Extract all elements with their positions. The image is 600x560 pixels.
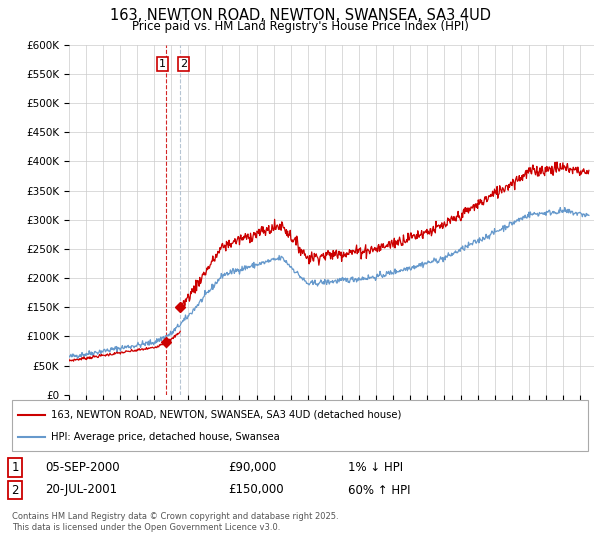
Text: 1: 1 [11, 461, 19, 474]
Text: Price paid vs. HM Land Registry's House Price Index (HPI): Price paid vs. HM Land Registry's House … [131, 20, 469, 32]
Text: £90,000: £90,000 [228, 461, 276, 474]
Text: 05-SEP-2000: 05-SEP-2000 [45, 461, 119, 474]
Text: 1: 1 [159, 59, 166, 69]
Text: Contains HM Land Registry data © Crown copyright and database right 2025.
This d: Contains HM Land Registry data © Crown c… [12, 512, 338, 532]
Text: 163, NEWTON ROAD, NEWTON, SWANSEA, SA3 4UD (detached house): 163, NEWTON ROAD, NEWTON, SWANSEA, SA3 4… [51, 409, 401, 419]
Text: HPI: Average price, detached house, Swansea: HPI: Average price, detached house, Swan… [51, 432, 280, 442]
Text: 1% ↓ HPI: 1% ↓ HPI [348, 461, 403, 474]
Text: 20-JUL-2001: 20-JUL-2001 [45, 483, 117, 497]
Text: 2: 2 [11, 483, 19, 497]
Text: 163, NEWTON ROAD, NEWTON, SWANSEA, SA3 4UD: 163, NEWTON ROAD, NEWTON, SWANSEA, SA3 4… [110, 8, 491, 24]
Text: 2: 2 [180, 59, 187, 69]
Text: 60% ↑ HPI: 60% ↑ HPI [348, 483, 410, 497]
Text: £150,000: £150,000 [228, 483, 284, 497]
